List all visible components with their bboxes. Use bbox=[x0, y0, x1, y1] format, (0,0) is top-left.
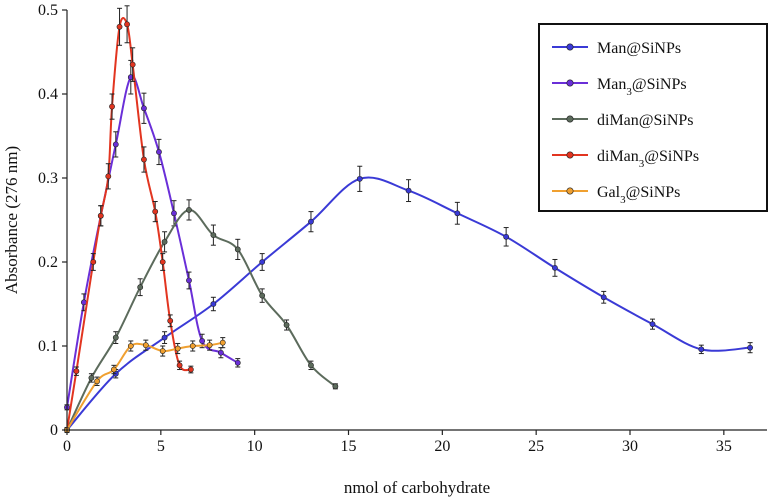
data-point bbox=[503, 233, 510, 240]
data-point bbox=[105, 173, 112, 180]
x-tick-label: 35 bbox=[716, 438, 732, 455]
data-point bbox=[112, 334, 119, 341]
data-point bbox=[124, 21, 130, 28]
data-point bbox=[156, 149, 162, 155]
legend-label: diMan3@SiNPs bbox=[597, 148, 699, 170]
data-point bbox=[111, 366, 117, 373]
data-point bbox=[206, 342, 213, 349]
series-1 bbox=[64, 59, 241, 411]
legend-label: Man@SiNPs bbox=[597, 40, 681, 57]
data-point bbox=[137, 284, 144, 291]
data-point bbox=[127, 343, 134, 349]
data-point bbox=[747, 344, 754, 351]
data-point bbox=[210, 301, 217, 307]
legend-marker bbox=[566, 115, 574, 123]
data-point bbox=[109, 103, 115, 110]
y-tick-label: 0.5 bbox=[38, 2, 58, 19]
legend-label: Man3@SiNPs bbox=[597, 76, 687, 98]
data-point bbox=[167, 317, 174, 324]
data-point bbox=[217, 349, 224, 356]
data-point bbox=[552, 264, 558, 271]
data-point bbox=[405, 187, 412, 194]
data-point bbox=[112, 141, 119, 148]
data-point bbox=[159, 259, 166, 265]
series-line bbox=[66, 341, 223, 431]
y-tick-label: 0 bbox=[50, 422, 58, 439]
data-point bbox=[161, 334, 168, 341]
series-4 bbox=[64, 337, 226, 433]
data-point bbox=[454, 210, 461, 217]
data-point bbox=[698, 346, 705, 353]
data-point bbox=[308, 218, 314, 225]
y-tick-label: 0.1 bbox=[38, 338, 58, 355]
data-point bbox=[234, 359, 241, 366]
data-point bbox=[159, 348, 166, 354]
x-tick-label: 5 bbox=[157, 438, 165, 455]
data-point bbox=[308, 362, 314, 369]
data-point bbox=[234, 246, 241, 253]
data-point bbox=[186, 277, 192, 284]
data-point bbox=[332, 383, 339, 390]
x-tick-label: 20 bbox=[434, 438, 450, 455]
data-point bbox=[186, 207, 192, 213]
data-point bbox=[187, 366, 194, 373]
x-tick-label: 25 bbox=[528, 438, 544, 455]
y-tick-label: 0.2 bbox=[38, 254, 58, 271]
data-point bbox=[171, 210, 177, 217]
legend: Man@SiNPs Man3@SiNPs diMan@SiNPs diMan3@SiN… bbox=[538, 23, 768, 212]
data-point bbox=[219, 339, 226, 346]
x-tick-label: 15 bbox=[341, 438, 357, 455]
data-point bbox=[141, 105, 147, 112]
ticks-layer: 0 5 10 15 20 25 30 35 0 0.1 0.2 0.3 0.4 0.5 bbox=[38, 2, 732, 455]
series-2 bbox=[64, 199, 339, 433]
data-point bbox=[90, 259, 97, 265]
legend-marker bbox=[566, 43, 574, 51]
x-axis-title: nmol of carbohydrate bbox=[344, 478, 490, 497]
data-point bbox=[259, 259, 266, 265]
legend-label: diMan@SiNPs bbox=[597, 112, 694, 129]
data-point bbox=[210, 232, 217, 239]
legend-label: Gal3@SiNPs bbox=[597, 184, 680, 206]
series-layer bbox=[64, 5, 754, 434]
x-tick-label: 0 bbox=[63, 438, 71, 455]
data-point bbox=[73, 368, 80, 375]
series-line bbox=[66, 75, 239, 408]
x-tick-label: 30 bbox=[622, 438, 638, 455]
data-point bbox=[356, 175, 363, 182]
data-point bbox=[259, 292, 266, 299]
data-point bbox=[600, 294, 607, 301]
data-point bbox=[176, 362, 183, 369]
data-point bbox=[142, 342, 149, 349]
series-line bbox=[66, 208, 337, 431]
legend-marker bbox=[566, 187, 574, 195]
data-point bbox=[116, 23, 123, 30]
series-line bbox=[66, 176, 751, 431]
axes-layer bbox=[66, 10, 767, 431]
y-tick-label: 0.4 bbox=[38, 86, 58, 103]
data-point bbox=[161, 238, 168, 245]
data-point bbox=[283, 322, 290, 328]
data-point bbox=[94, 378, 100, 385]
data-point bbox=[174, 345, 181, 352]
data-point bbox=[141, 156, 147, 163]
legend-marker bbox=[566, 151, 574, 159]
data-point bbox=[129, 61, 136, 68]
legend-box bbox=[538, 23, 768, 212]
data-point bbox=[80, 299, 87, 306]
y-axis-title: Absorbance (276 nm) bbox=[2, 146, 21, 294]
legend-marker bbox=[566, 79, 574, 87]
data-point bbox=[88, 375, 95, 381]
data-point bbox=[649, 321, 656, 328]
y-tick-label: 0.3 bbox=[38, 170, 58, 187]
x-tick-label: 10 bbox=[247, 438, 263, 455]
data-point bbox=[199, 338, 206, 344]
data-point bbox=[152, 208, 159, 215]
data-point bbox=[189, 343, 196, 349]
data-point bbox=[97, 212, 104, 219]
series-3 bbox=[64, 5, 194, 433]
